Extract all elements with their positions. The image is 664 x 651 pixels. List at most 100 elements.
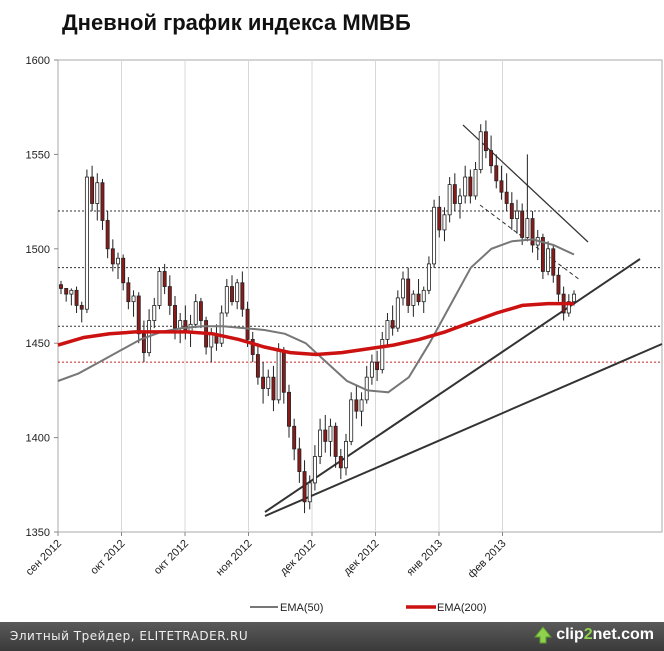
candle-body-down: [520, 210, 525, 238]
trendline-resistance: [462, 124, 589, 243]
candle: [100, 178, 105, 230]
candle-body-up: [152, 305, 157, 321]
candle-body-down: [271, 376, 276, 401]
candle: [230, 275, 234, 306]
candle: [494, 154, 499, 189]
candle-body-down: [323, 429, 328, 442]
candle: [349, 392, 354, 446]
candle-body-down: [136, 295, 141, 335]
candle: [90, 165, 95, 212]
x-tick-label: окт 2012: [88, 538, 127, 577]
candle: [380, 331, 385, 374]
vertical-gridlines: [121, 60, 503, 532]
candle-body-up: [266, 376, 271, 389]
footer-caption: Элитный Трейдер, ELITETRADER.RU: [10, 629, 249, 643]
candle: [198, 297, 203, 329]
candle-body-up: [572, 293, 576, 303]
candle-body-down: [250, 339, 255, 355]
clip2net-logo-icon: [534, 626, 553, 644]
candle: [79, 301, 84, 323]
candle: [525, 154, 530, 242]
candle: [551, 245, 556, 283]
candle: [131, 290, 136, 317]
candle-body-up: [349, 399, 354, 442]
candle-body-up: [235, 282, 240, 303]
candle: [121, 254, 126, 291]
candle: [297, 437, 302, 483]
chart-canvas: 1350 1400 1450 1500 1550 1600 сен 2012 окт 201…: [24, 55, 663, 614]
clip2net-logo[interactable]: clip 2 net.com: [534, 626, 654, 644]
candle-body-down: [245, 308, 250, 340]
candle: [307, 475, 312, 510]
candle: [426, 256, 431, 295]
y-tick-label: 1600: [26, 55, 50, 67]
candle: [292, 418, 297, 461]
candle-body-up: [359, 399, 364, 412]
candle: [287, 384, 291, 438]
candle-body-up: [473, 169, 478, 197]
candle: [421, 286, 426, 313]
candle-body-down: [416, 293, 421, 303]
candle-body-down: [64, 288, 69, 295]
candle-body-down: [297, 448, 302, 472]
candle: [395, 290, 400, 332]
candle-body-up: [219, 312, 224, 344]
legend: EMA(50) EMA(200): [250, 602, 487, 614]
y-axis: 1350 1400 1450 1500 1550 1600: [26, 55, 58, 539]
candle-body-up: [312, 456, 317, 484]
candle: [240, 271, 245, 317]
footer-bar: Элитный Трейдер, ELITETRADER.RU clip 2 net…: [0, 622, 664, 651]
candle-body-up: [380, 339, 385, 371]
candle-body-up: [84, 176, 89, 310]
candle: [323, 414, 328, 453]
candle-body-down: [167, 286, 172, 306]
candle-body-down: [338, 456, 343, 469]
candle-body-up: [525, 218, 530, 238]
candle: [447, 177, 452, 223]
candle-body-down: [281, 350, 286, 393]
x-tick-label: окт 2012: [152, 538, 191, 577]
candle-body-down: [437, 206, 442, 231]
horizontal-levels: [58, 210, 662, 363]
ema200-line: [57, 301, 574, 357]
candle-body-down: [333, 425, 338, 457]
candle: [64, 288, 69, 302]
candle-body-up: [401, 278, 405, 299]
candle: [162, 263, 167, 295]
plot-area: [57, 59, 663, 533]
candle-body-down: [556, 274, 561, 295]
candle-body-up: [157, 271, 162, 306]
x-tick-label: ноя 2012: [214, 538, 255, 579]
candle-body-up: [307, 482, 312, 503]
logo-text-b: 2: [583, 626, 593, 643]
candle-body-down: [255, 354, 260, 378]
candle: [354, 384, 359, 419]
candle-body-down: [499, 180, 504, 193]
candle: [411, 290, 416, 317]
candle: [136, 292, 141, 344]
candle: [359, 392, 364, 427]
candles: [59, 120, 576, 514]
candle-body-up: [328, 425, 333, 442]
legend-label-ema50: EMA(50): [280, 602, 323, 614]
candle-body-down: [240, 282, 245, 310]
candle-body-down: [509, 203, 514, 219]
candle: [116, 252, 120, 280]
candle-body-up: [224, 286, 229, 314]
candle-body-up: [276, 350, 281, 401]
candle: [499, 165, 504, 200]
candle-body-down: [105, 220, 110, 250]
candle-body-up: [131, 295, 136, 303]
candle: [250, 331, 255, 363]
y-tick-label: 1550: [26, 149, 50, 161]
candle: [74, 286, 79, 313]
candle: [84, 169, 89, 313]
candle: [167, 275, 172, 315]
candle: [509, 192, 514, 230]
candle-body-up: [385, 320, 390, 340]
candle-body-down: [540, 237, 545, 272]
candle: [478, 124, 483, 174]
candle-body-down: [390, 320, 395, 329]
candle-body-down: [354, 399, 359, 412]
logo-text-c: net.com: [592, 626, 654, 643]
